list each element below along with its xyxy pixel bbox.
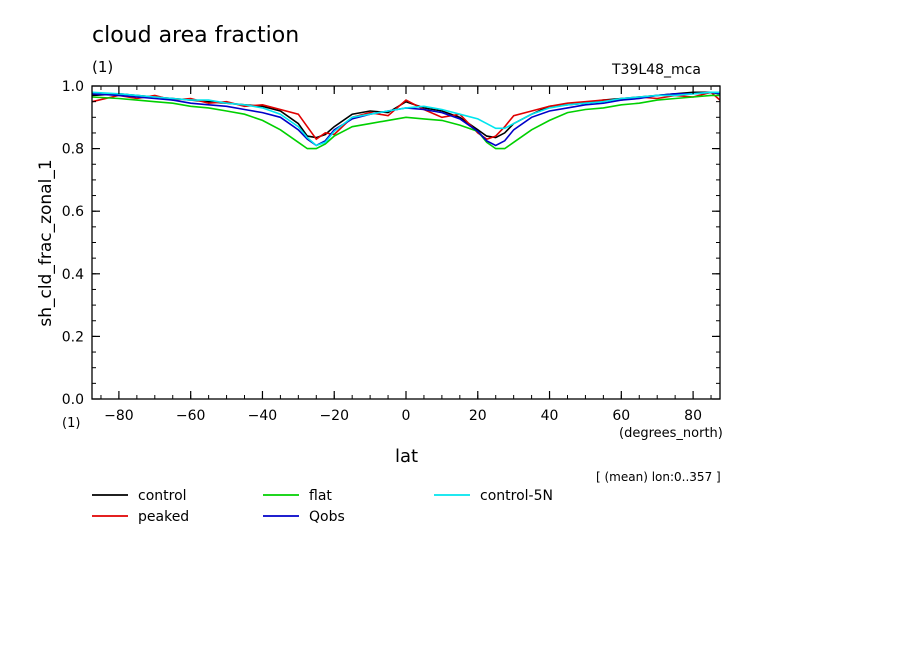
x-tick-label: 40 xyxy=(541,408,559,424)
plot-area xyxy=(91,91,721,150)
y-tick-label: 0.8 xyxy=(62,142,84,158)
x-tick-label: −60 xyxy=(176,408,206,424)
series-line-qobs xyxy=(91,91,721,147)
legend-label: control-5N xyxy=(480,488,553,504)
x-axis-label: lat xyxy=(395,446,419,467)
x-tick-label: 0 xyxy=(402,408,411,424)
x-tick-label: 60 xyxy=(612,408,630,424)
x-tick-label: 80 xyxy=(684,408,702,424)
x-axis-units: (degrees_north) xyxy=(619,426,723,441)
axes: 0.0 0.2 0.4 0.6 0.8 1.0 −80 −60 −40 −20 0 20 40 60 80 xyxy=(62,79,721,424)
chart-title-units: (1) xyxy=(92,58,114,76)
mean-note: [ (mean) lon:0..357 ] xyxy=(596,470,721,484)
y-tick-label: 0.0 xyxy=(62,392,84,408)
y-tick-label: 0.6 xyxy=(62,204,84,220)
y-tick-label: 0.4 xyxy=(62,267,84,283)
x-tick-label: −80 xyxy=(104,408,134,424)
y-axis-units: (1) xyxy=(62,416,81,431)
plot-frame xyxy=(91,85,721,400)
y-tick-label: 1.0 xyxy=(62,79,84,95)
x-tick-label: −40 xyxy=(248,408,278,424)
x-tick-label: 20 xyxy=(469,408,487,424)
legend: control peaked flat Qobs control-5N xyxy=(92,488,553,525)
legend-label: control xyxy=(138,488,187,504)
series-line-flat xyxy=(91,94,720,150)
legend-label: flat xyxy=(309,488,332,504)
legend-label: peaked xyxy=(138,509,189,525)
series-line-control-5n xyxy=(91,91,720,147)
legend-label: Qobs xyxy=(309,509,345,525)
x-tick-label: −20 xyxy=(319,408,349,424)
run-label: T39L48_mca xyxy=(612,62,701,78)
chart-title: cloud area fraction xyxy=(92,23,300,48)
y-tick-label: 0.2 xyxy=(62,329,84,345)
